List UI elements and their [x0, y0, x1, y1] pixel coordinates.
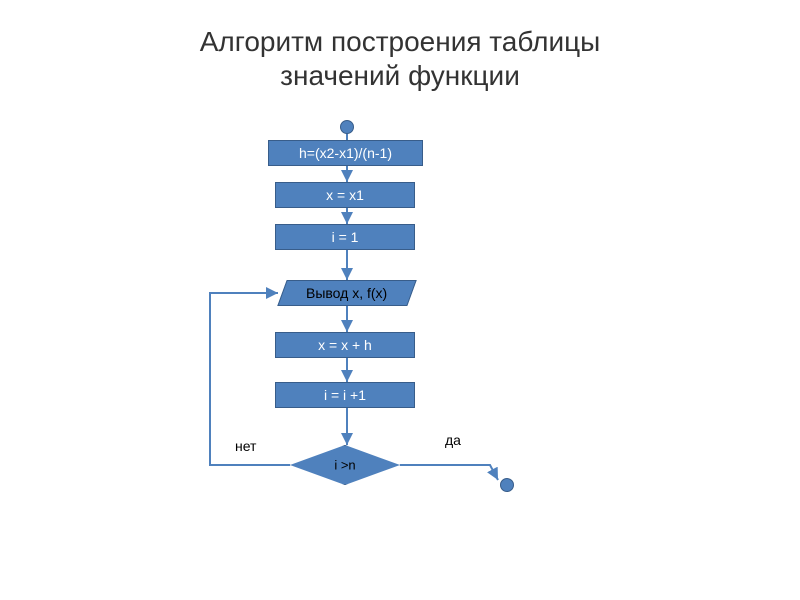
process-set-x: x = x1 [275, 182, 415, 208]
process-inc-x: x = x + h [275, 332, 415, 358]
process-set-x-label: x = x1 [326, 187, 364, 203]
label-yes: да [445, 432, 461, 448]
flowchart-container: h=(x2-x1)/(n-1) x = x1 i = 1 Вывод x, f(… [0, 0, 800, 600]
decision-node: i >n [290, 445, 400, 485]
process-inc-i-label: i = i +1 [324, 387, 366, 403]
process-set-i: i = 1 [275, 224, 415, 250]
process-inc-i: i = i +1 [275, 382, 415, 408]
label-no: нет [235, 438, 256, 454]
decision-label: i >n [334, 458, 355, 473]
process-inc-x-label: x = x + h [318, 337, 372, 353]
process-set-i-label: i = 1 [332, 229, 359, 245]
end-terminal [500, 478, 514, 492]
start-terminal [340, 120, 354, 134]
process-calc-h: h=(x2-x1)/(n-1) [268, 140, 423, 166]
process-calc-h-label: h=(x2-x1)/(n-1) [299, 145, 392, 161]
io-output-label: Вывод x, f(x) [306, 285, 387, 301]
io-output: Вывод x, f(x) [277, 280, 416, 306]
